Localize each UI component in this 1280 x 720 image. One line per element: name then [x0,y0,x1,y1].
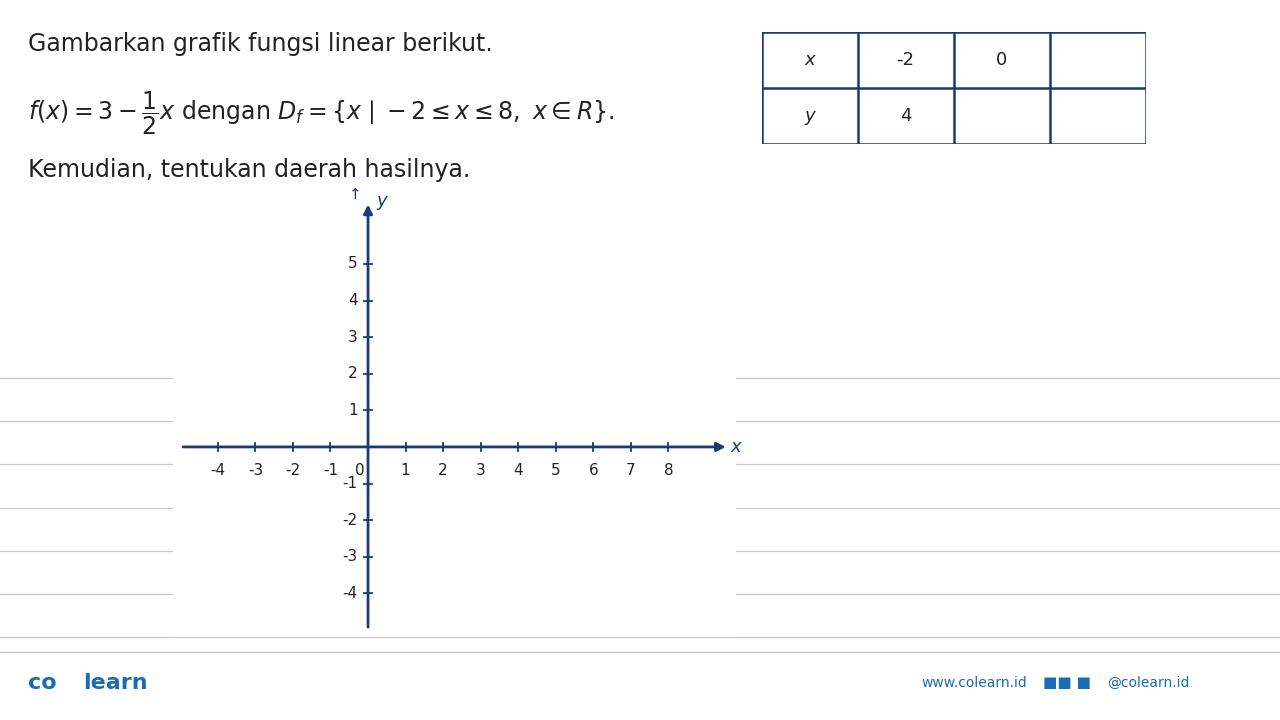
Text: 1: 1 [348,403,357,418]
Text: 3: 3 [476,464,485,478]
Text: -2: -2 [343,513,357,528]
Text: 4: 4 [348,293,357,308]
Text: ■■ ■: ■■ ■ [1043,675,1096,690]
Text: 8: 8 [663,464,673,478]
Text: 4: 4 [513,464,524,478]
Text: 1: 1 [401,464,411,478]
Text: -1: -1 [323,464,338,478]
Text: -4: -4 [343,586,357,600]
Text: 7: 7 [626,464,636,478]
Text: -3: -3 [248,464,262,478]
Text: 2: 2 [438,464,448,478]
Text: 0: 0 [355,464,365,478]
Text: Gambarkan grafik fungsi linear berikut.: Gambarkan grafik fungsi linear berikut. [28,32,493,56]
Text: 0: 0 [996,51,1007,69]
Text: www.colearn.id: www.colearn.id [922,675,1028,690]
Text: -2: -2 [896,51,915,69]
Text: -4: -4 [210,464,225,478]
Text: co: co [28,672,56,693]
Text: x: x [731,438,741,456]
Text: @colearn.id: @colearn.id [1107,675,1189,690]
Text: y: y [804,107,815,125]
Text: -3: -3 [342,549,357,564]
Text: learn: learn [83,672,147,693]
Text: 5: 5 [550,464,561,478]
Text: $f(x) = 3 - \dfrac{1}{2}x$ dengan $D_f = \{x \mid -2 \leq x \leq 8,\ x \in R\}.$: $f(x) = 3 - \dfrac{1}{2}x$ dengan $D_f =… [28,90,614,138]
Text: 4: 4 [900,107,911,125]
Text: 5: 5 [348,256,357,271]
Text: 2: 2 [348,366,357,382]
Text: -1: -1 [343,476,357,491]
Text: 6: 6 [589,464,598,478]
Text: Kemudian, tentukan daerah hasilnya.: Kemudian, tentukan daerah hasilnya. [28,158,471,182]
Text: x: x [804,51,815,69]
Text: 3: 3 [348,330,357,345]
Text: -2: -2 [285,464,301,478]
Text: ↑: ↑ [348,186,361,202]
Text: y: y [376,192,387,210]
